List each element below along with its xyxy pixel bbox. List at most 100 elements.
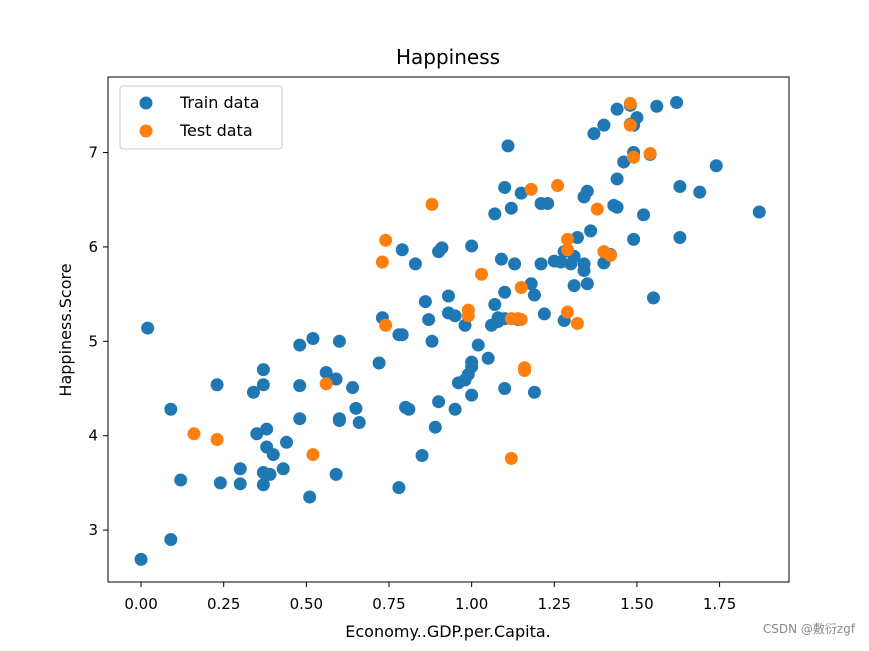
train-point-73 [498,285,512,299]
train-point-45 [418,295,432,309]
train-point-110 [617,155,631,169]
train-point-82 [527,288,541,302]
train-point-108 [610,102,624,116]
train-point-7 [233,462,247,476]
train-point-27 [329,372,343,386]
train-point-37 [392,481,406,495]
train-point-101 [584,224,598,238]
x-tick-label-0: 0.00 [124,595,157,613]
train-point-29 [332,334,346,348]
legend-label-train: Train data [179,93,260,112]
test-point-6 [379,318,393,332]
train-point-89 [554,255,568,269]
train-point-55 [448,402,462,416]
test-point-9 [461,309,475,323]
train-point-11 [256,363,270,377]
test-point-30 [643,146,657,160]
train-point-49 [432,395,446,409]
train-point-54 [448,309,462,323]
train-point-93 [567,279,581,293]
test-point-26 [603,248,617,262]
train-point-43 [408,257,422,271]
train-point-100 [580,184,594,198]
test-point-4 [375,255,389,269]
y-axis: 3 4 5 6 7 [88,144,108,539]
train-point-61 [465,355,479,369]
train-point-98 [577,257,591,271]
test-point-3 [319,377,333,391]
legend-marker-train [139,96,153,110]
train-point-125 [709,159,723,173]
legend-marker-test [139,124,153,138]
train-point-39 [395,243,409,257]
chart-title: Happiness [396,45,500,69]
train-point-47 [425,334,439,348]
test-point-27 [623,118,637,132]
train-point-71 [494,252,508,266]
x-tick-label-1: 0.25 [207,595,240,613]
train-point-81 [524,277,538,291]
train-point-46 [422,313,436,327]
test-point-14 [514,280,528,294]
x-tick-label-6: 1.50 [620,595,653,613]
train-point-114 [627,232,641,246]
train-point-121 [670,95,684,109]
test-point-15 [514,313,528,327]
train-point-18 [266,448,280,462]
train-point-48 [428,420,442,434]
train-point-124 [693,185,707,199]
x-tick-label-2: 0.50 [290,595,323,613]
y-tick-label-2: 5 [88,332,98,350]
train-point-6 [213,476,227,490]
train-point-2 [164,533,178,547]
train-point-77 [504,201,518,215]
train-point-107 [610,200,624,214]
test-point-5 [379,233,393,247]
train-point-109 [610,172,624,186]
train-point-17 [263,467,277,481]
x-axis: 0.00 0.25 0.50 0.75 1.00 1.25 1.50 1.75 [124,582,736,613]
train-point-65 [481,351,495,365]
watermark: CSDN @敷衍zgf [762,622,855,636]
train-point-10 [250,427,264,441]
train-point-0 [134,552,148,566]
y-tick-label-1: 4 [88,427,98,445]
train-point-72 [498,381,512,395]
test-point-21 [561,232,575,246]
legend-box [119,85,283,150]
train-point-28 [329,467,343,481]
train-point-53 [442,289,455,303]
test-point-29 [627,150,641,164]
test-point-10 [475,267,489,281]
train-point-87 [541,196,555,210]
train-point-76 [501,139,515,153]
train-point-14 [256,478,270,492]
train-point-8 [233,477,247,491]
train-point-95 [570,230,584,244]
train-point-64 [471,338,485,352]
test-point-28 [623,96,637,110]
train-point-25 [306,331,320,345]
train-point-31 [332,414,346,428]
test-point-24 [590,202,604,216]
y-axis-label: Happiness.Score [56,263,75,396]
test-point-12 [504,451,518,465]
train-point-16 [260,422,274,436]
legend-label-test: Test data [179,121,253,140]
train-point-68 [488,207,502,221]
test-point-20 [561,305,575,319]
train-point-42 [402,402,416,416]
train-point-51 [435,241,449,255]
train-point-122 [673,179,687,193]
train-point-119 [646,291,660,305]
train-point-21 [293,338,307,352]
train-point-35 [372,356,386,370]
train-point-63 [465,239,479,253]
train-point-117 [637,208,651,222]
test-point-0 [187,427,201,441]
train-point-123 [673,230,687,244]
y-tick-label-3: 6 [88,238,98,256]
points-layer [134,95,766,566]
plot-frame [107,76,790,583]
test-point-22 [561,243,575,257]
